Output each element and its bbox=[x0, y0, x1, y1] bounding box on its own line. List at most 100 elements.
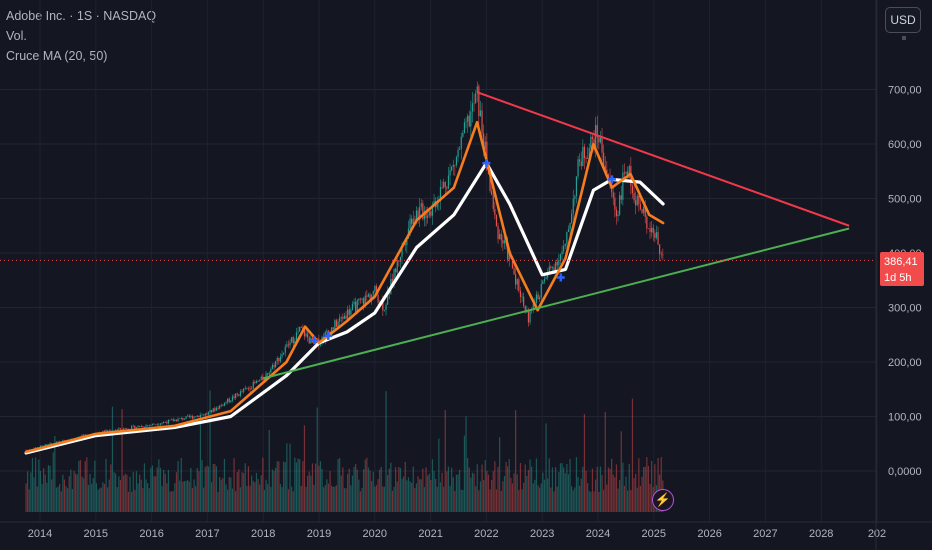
candle-body bbox=[651, 227, 653, 233]
volume-bar bbox=[206, 465, 208, 512]
candle-body bbox=[425, 210, 427, 218]
candle-body bbox=[548, 266, 550, 274]
candle-body bbox=[615, 209, 618, 217]
candle-body bbox=[451, 166, 453, 171]
candle-body bbox=[414, 218, 416, 220]
candle-body bbox=[515, 274, 517, 285]
time-tick-label: 2015 bbox=[84, 528, 108, 540]
volume-bar bbox=[371, 481, 373, 512]
volume-bar bbox=[438, 438, 440, 512]
volume-bar bbox=[591, 468, 594, 512]
volume-bar bbox=[646, 457, 648, 512]
volume-bar bbox=[638, 458, 640, 512]
candle-body bbox=[228, 398, 230, 402]
volume-bar bbox=[483, 479, 485, 512]
candle-body bbox=[393, 268, 395, 285]
volume-bar bbox=[209, 390, 211, 512]
volume-bar bbox=[436, 486, 438, 512]
volume-bar bbox=[479, 481, 482, 512]
volume-bar bbox=[84, 461, 86, 512]
volume-bar bbox=[566, 463, 568, 512]
volume-bar bbox=[635, 473, 637, 512]
volume-bar bbox=[548, 458, 550, 512]
volume-bar bbox=[569, 458, 571, 512]
candle-body bbox=[652, 227, 654, 234]
volume-bar bbox=[518, 489, 520, 512]
candle-body bbox=[284, 346, 286, 353]
candle-body bbox=[271, 365, 274, 369]
volume-bar bbox=[291, 486, 293, 512]
candle-body bbox=[575, 176, 578, 197]
candle-body bbox=[348, 309, 350, 315]
candle-body bbox=[628, 166, 630, 179]
volume-bar bbox=[65, 486, 67, 512]
volume-bar bbox=[172, 491, 174, 512]
volume-bar bbox=[379, 469, 381, 512]
candle-body bbox=[643, 206, 645, 213]
current-price-tag: 386,41 1d 5h bbox=[880, 252, 924, 286]
volume-bar bbox=[356, 469, 358, 512]
volume-bar bbox=[343, 488, 346, 512]
volume-bar bbox=[252, 480, 254, 512]
candle-body bbox=[303, 329, 306, 337]
volume-bar bbox=[535, 458, 538, 512]
candle-body bbox=[199, 415, 202, 418]
volume-bar bbox=[89, 473, 91, 512]
volume-bar bbox=[196, 467, 198, 512]
candle-body bbox=[476, 86, 478, 94]
volume-bar bbox=[623, 485, 626, 512]
candle-body bbox=[430, 211, 432, 216]
volume-bar bbox=[377, 479, 379, 512]
volume-bar bbox=[452, 477, 454, 512]
lightning-icon[interactable]: ⚡ bbox=[652, 489, 674, 511]
time-tick-label: 2021 bbox=[418, 528, 442, 540]
candle-body bbox=[363, 298, 365, 305]
candle-body bbox=[182, 417, 184, 420]
candle-body bbox=[532, 304, 534, 310]
volume-bar bbox=[287, 489, 290, 512]
ma-cross-indicator-label[interactable]: Cruce MA (20, 50) bbox=[6, 49, 108, 63]
candle-body bbox=[471, 103, 474, 112]
volume-bar bbox=[228, 476, 230, 512]
candle-body bbox=[359, 298, 362, 300]
ma-cross-marker bbox=[607, 175, 616, 184]
volume-bar bbox=[422, 468, 424, 512]
volume-bar bbox=[350, 485, 352, 512]
volume-bar bbox=[257, 478, 259, 512]
candle-body bbox=[559, 254, 562, 260]
candle-body bbox=[417, 210, 419, 220]
candle-body bbox=[142, 426, 144, 428]
candle-body bbox=[489, 173, 491, 191]
volume-bar bbox=[401, 478, 403, 512]
volume-bar bbox=[103, 483, 106, 512]
volume-bar bbox=[223, 458, 226, 512]
volume-bar bbox=[177, 461, 179, 512]
candle-body bbox=[660, 254, 662, 255]
candle-body bbox=[198, 415, 200, 418]
candle-body bbox=[124, 428, 126, 430]
candle-body bbox=[155, 424, 157, 426]
volume-bar bbox=[305, 486, 307, 512]
volume-bar bbox=[382, 486, 384, 512]
volume-bar bbox=[47, 465, 50, 512]
volume-bar bbox=[398, 467, 400, 512]
candle-body bbox=[222, 404, 224, 406]
symbol-title[interactable]: Adobe Inc. · 1S · NASDAQ bbox=[6, 9, 157, 23]
price-tick-label: 200,00 bbox=[888, 357, 922, 369]
volume-bar bbox=[334, 486, 336, 512]
volume-bar bbox=[347, 473, 349, 512]
volume-bar bbox=[220, 479, 222, 512]
candle-body bbox=[492, 194, 494, 209]
volume-bar bbox=[215, 466, 218, 512]
volume-bar bbox=[455, 474, 458, 512]
volume-indicator-label[interactable]: Vol. bbox=[6, 29, 27, 43]
volume-bar bbox=[38, 459, 40, 512]
candle-body bbox=[535, 294, 538, 303]
candle-body bbox=[305, 333, 307, 337]
currency-button[interactable]: USD bbox=[885, 7, 921, 33]
volume-bar bbox=[263, 489, 266, 512]
candle-body bbox=[431, 204, 434, 216]
volume-bar bbox=[470, 477, 472, 512]
candle-body bbox=[172, 419, 174, 422]
